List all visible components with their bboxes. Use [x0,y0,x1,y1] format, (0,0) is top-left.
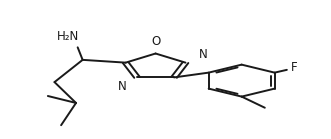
Text: N: N [199,49,208,61]
Text: H₂N: H₂N [57,30,79,43]
Text: F: F [291,61,298,74]
Text: N: N [118,80,126,93]
Text: O: O [151,34,160,48]
